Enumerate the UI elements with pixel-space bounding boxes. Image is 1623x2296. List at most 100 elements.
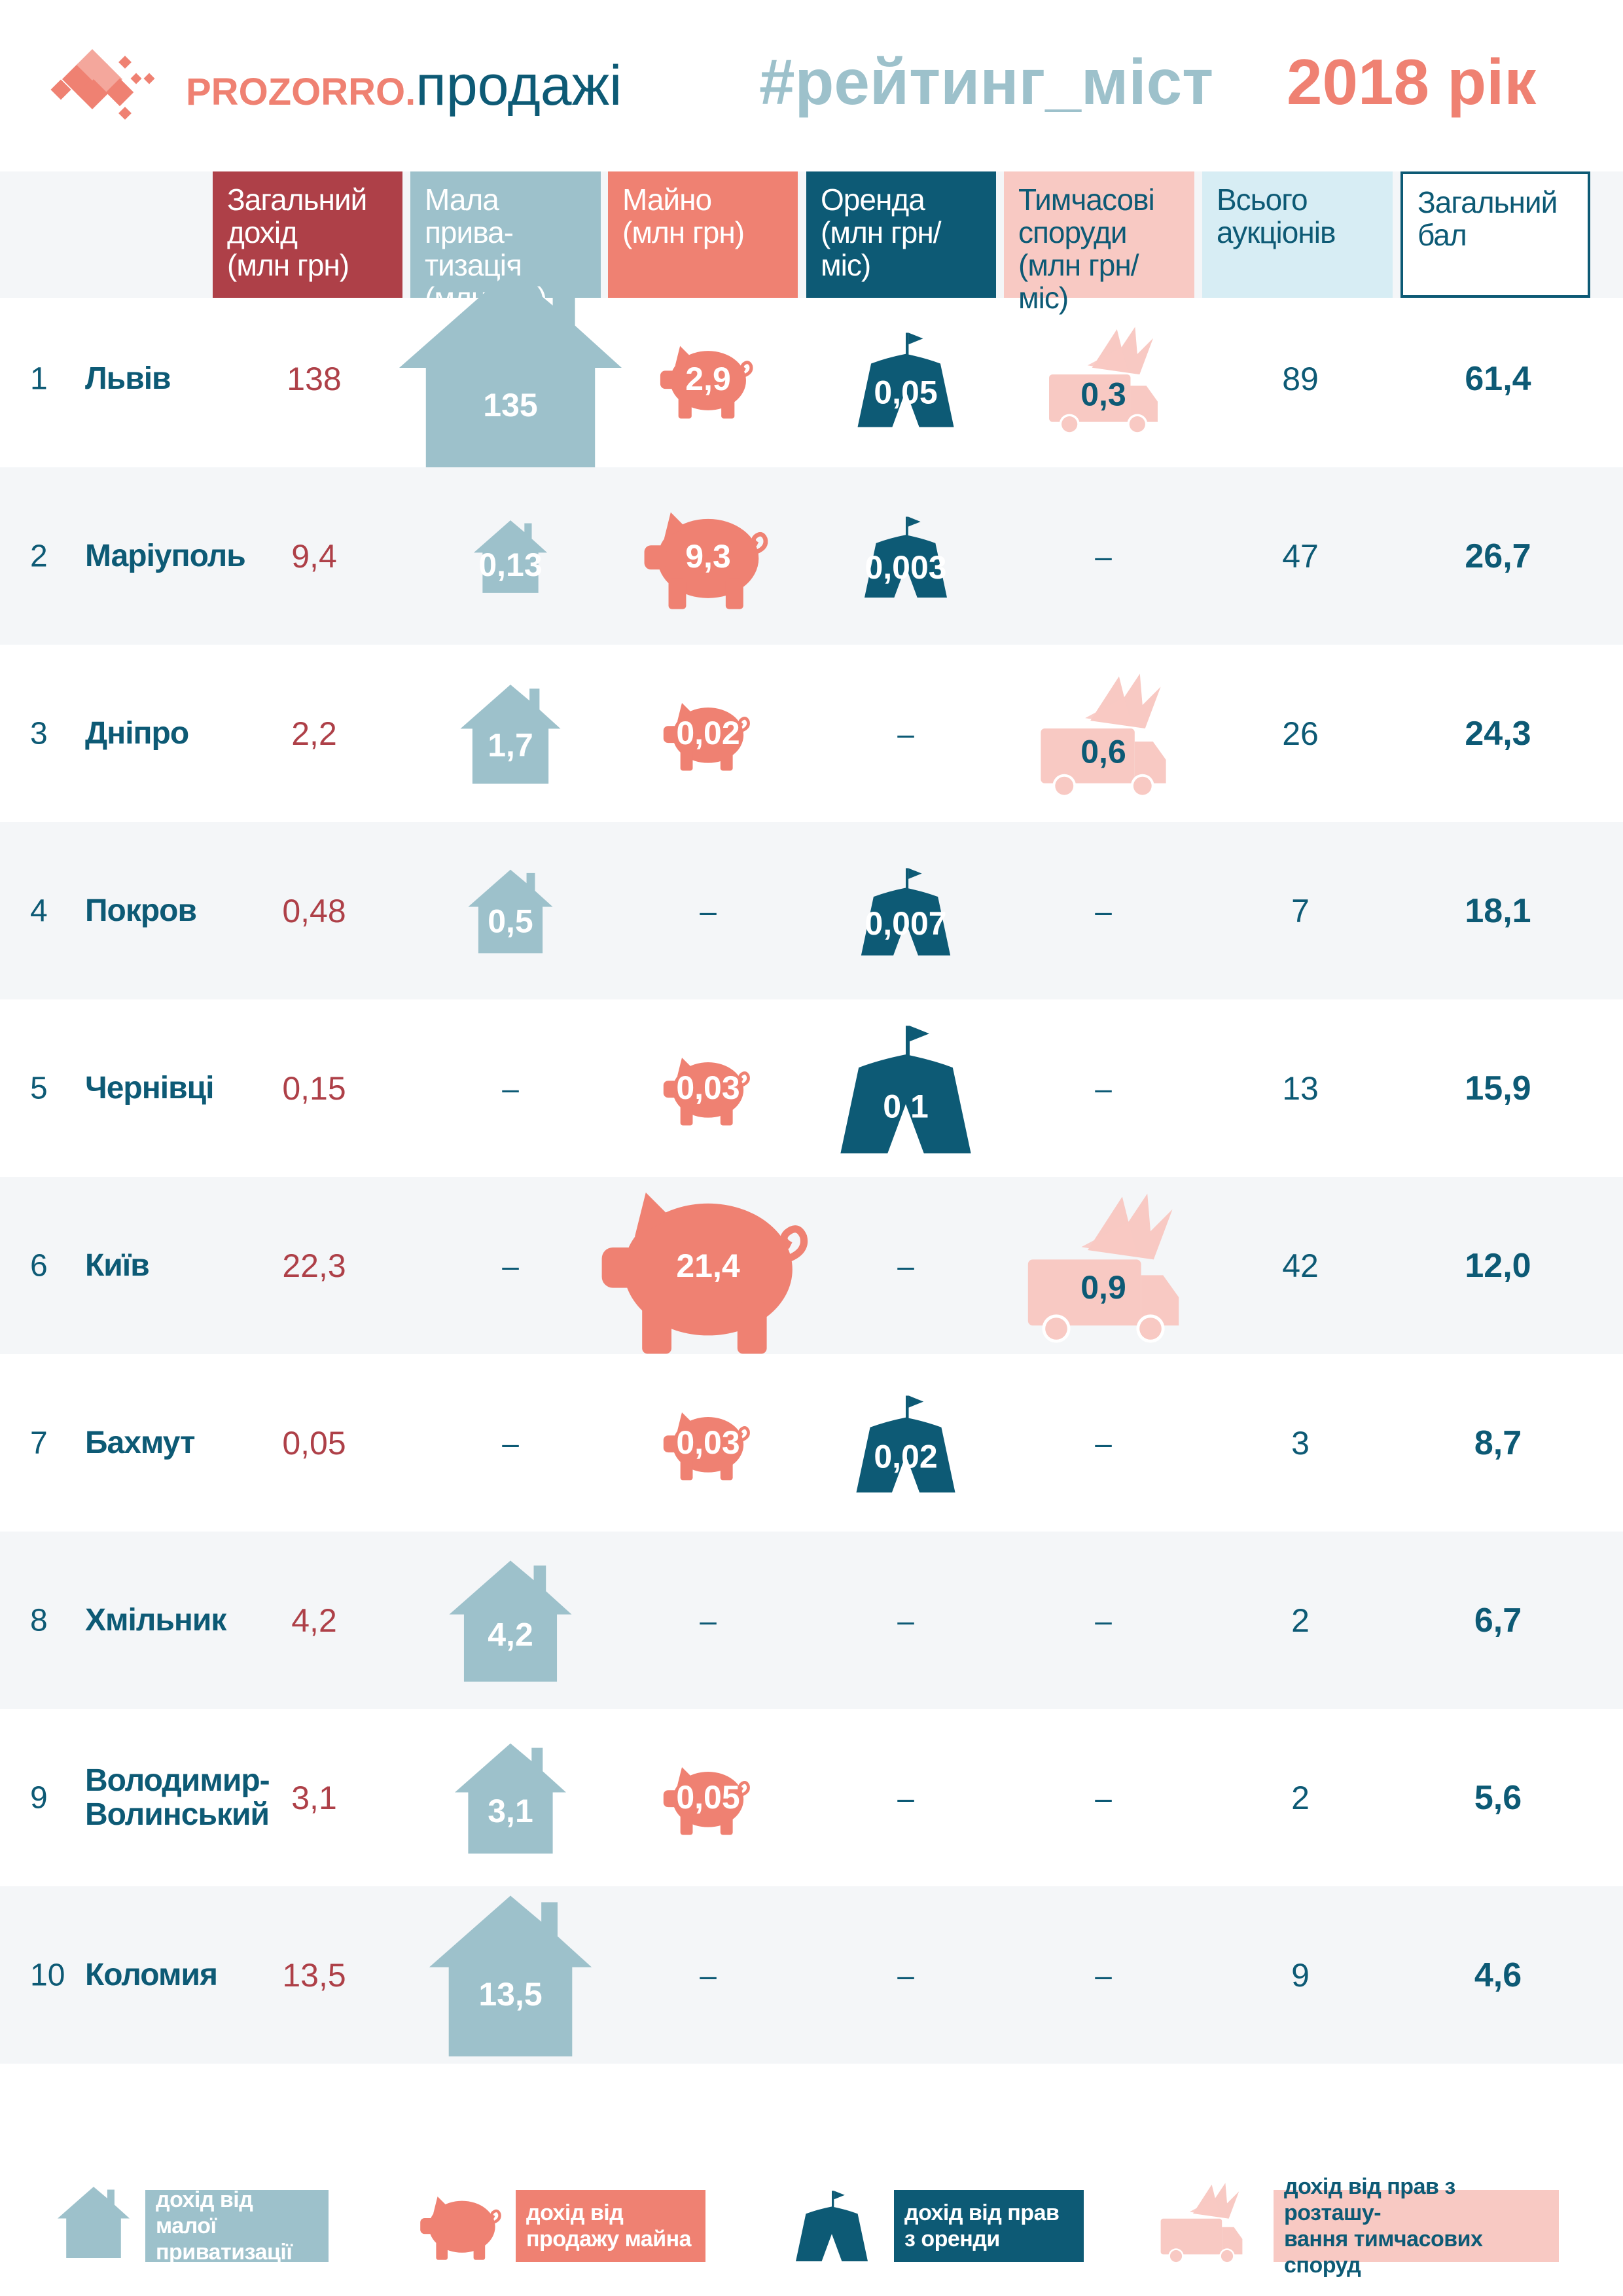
kiosk-truck-icon: 0,3 (1044, 322, 1162, 435)
tent-icon: 0,007 (846, 866, 965, 956)
rank-number: 1 (30, 361, 48, 396)
total-value: 0,05 (282, 1424, 346, 1462)
piggy-bank-icon: 0,02 (656, 695, 760, 772)
piggy-bank-icon: 9,3 (633, 501, 783, 611)
rank-number: 7 (30, 1426, 48, 1460)
legend-tent-icon (789, 2189, 874, 2261)
auctions-value: 9 (1291, 1956, 1310, 1994)
auctions-value: 89 (1282, 360, 1319, 397)
privatization-value: 13,5 (478, 1976, 543, 2013)
piggy-bank-icon: 0,03 (656, 1405, 760, 1482)
piggy-bank-icon: 2,9 (652, 338, 764, 420)
tent-icon: 0,1 (819, 1023, 993, 1154)
privatization-value: 0,13 (478, 546, 543, 583)
temporary-value: 0,3 (1080, 376, 1126, 413)
city-name: Коломия (85, 1957, 218, 1992)
house-icon: 135 (386, 268, 635, 490)
row-band (0, 822, 1623, 999)
total-value: 9,4 (291, 537, 337, 575)
brand-light: продажі (416, 54, 622, 117)
rent-empty: – (897, 1248, 914, 1283)
kiosk-truck-icon: 0,6 (1035, 668, 1171, 798)
auctions-value: 42 (1282, 1247, 1319, 1284)
total-value: 3,1 (291, 1779, 337, 1816)
legend-label: дохід від прав з розташу- вання тимчасов… (1274, 2174, 1559, 2278)
temporary-empty: – (1095, 1071, 1112, 1105)
total-value: 22,3 (282, 1247, 346, 1284)
auctions-value: 47 (1282, 537, 1319, 575)
rent-value: 0,1 (883, 1088, 929, 1125)
column-header-score: Загальний бал (1400, 171, 1590, 298)
hashtag-title: #рейтинг_міст (759, 46, 1214, 118)
property-empty: – (700, 893, 717, 928)
legend-label: дохід від прав з оренди (894, 2190, 1084, 2262)
house-icon: 1,7 (455, 683, 567, 783)
privatization-value: 0,5 (488, 903, 533, 939)
kiosk-truck-icon: 0,9 (1022, 1187, 1185, 1344)
total-value: 0,15 (282, 1069, 346, 1107)
total-value: 138 (287, 360, 342, 397)
score-value: 26,7 (1465, 537, 1531, 575)
score-value: 61,4 (1465, 359, 1531, 398)
rent-value: 0,02 (874, 1438, 938, 1475)
score-value: 4,6 (1474, 1956, 1522, 1994)
tent-icon: 0,003 (851, 515, 961, 598)
total-value: 4,2 (291, 1602, 337, 1639)
column-header-temporary: Тимчасові споруди (млн грн/міс) (1004, 171, 1194, 314)
score-value: 24,3 (1465, 714, 1531, 753)
auctions-value: 7 (1291, 892, 1310, 929)
city-name: Львів (85, 361, 171, 396)
rent-empty: – (897, 1780, 914, 1815)
brand-bold: PROZORRO (186, 71, 406, 113)
rent-value: 0,007 (865, 905, 947, 942)
house-icon: 13,5 (419, 1893, 601, 2056)
temporary-empty: – (1095, 1958, 1112, 1992)
rank-number: 6 (30, 1248, 48, 1283)
score-value: 18,1 (1465, 891, 1531, 930)
score-value: 5,6 (1474, 1778, 1522, 1817)
auctions-value: 2 (1291, 1602, 1310, 1639)
legend-house-icon (58, 2186, 130, 2258)
legend-label: дохід від продажу майна (516, 2190, 705, 2262)
property-value: 9,3 (685, 537, 731, 575)
temporary-empty: – (1095, 1426, 1112, 1460)
city-name: Маріуполь (85, 538, 246, 573)
city-name: Дніпро (85, 715, 189, 751)
rank-number: 5 (30, 1071, 48, 1105)
house-icon: 4,2 (442, 1559, 579, 1681)
brand-name: PROZORRO.продажі (186, 56, 622, 115)
score-value: 15,9 (1465, 1069, 1531, 1107)
temporary-empty: – (1095, 539, 1112, 573)
city-name: Володимир- Волинський (85, 1763, 270, 1832)
house-icon: 3,1 (448, 1742, 573, 1854)
total-value: 2,2 (291, 715, 337, 752)
city-name: Бахмут (85, 1425, 196, 1460)
column-header-total: Загальний дохід (млн грн) (213, 171, 402, 298)
brand-dot: . (405, 71, 416, 113)
privatization-value: 135 (483, 387, 538, 424)
temporary-value: 0,6 (1080, 733, 1126, 770)
row-band (0, 467, 1623, 645)
piggy-bank-icon: 0,05 (656, 1759, 760, 1837)
city-name: Київ (85, 1247, 150, 1283)
house-icon: 0,5 (463, 869, 558, 954)
privatization-value: 4,2 (488, 1616, 533, 1653)
legend-label: дохід від малої приватизації (145, 2187, 329, 2265)
privatization-empty: – (502, 1248, 519, 1283)
temporary-empty: – (1095, 1603, 1112, 1638)
rank-number: 3 (30, 716, 48, 751)
city-name: Хмільник (85, 1602, 226, 1638)
rent-value: 0,05 (874, 374, 938, 411)
temporary-empty: – (1095, 1780, 1112, 1815)
rent-empty: – (897, 1603, 914, 1638)
temporary-value: 0,9 (1080, 1269, 1126, 1306)
rank-number: 4 (30, 893, 48, 928)
column-header-rent: Оренда (млн грн/міс) (806, 171, 996, 298)
total-value: 0,48 (282, 892, 346, 929)
property-value: 0,03 (676, 1424, 740, 1462)
legend-piggy-bank-icon (416, 2189, 508, 2261)
house-icon: 0,13 (469, 519, 551, 593)
property-empty: – (700, 1958, 717, 1992)
property-value: 21,4 (676, 1247, 740, 1284)
year-title: 2018 рік (1287, 46, 1537, 118)
